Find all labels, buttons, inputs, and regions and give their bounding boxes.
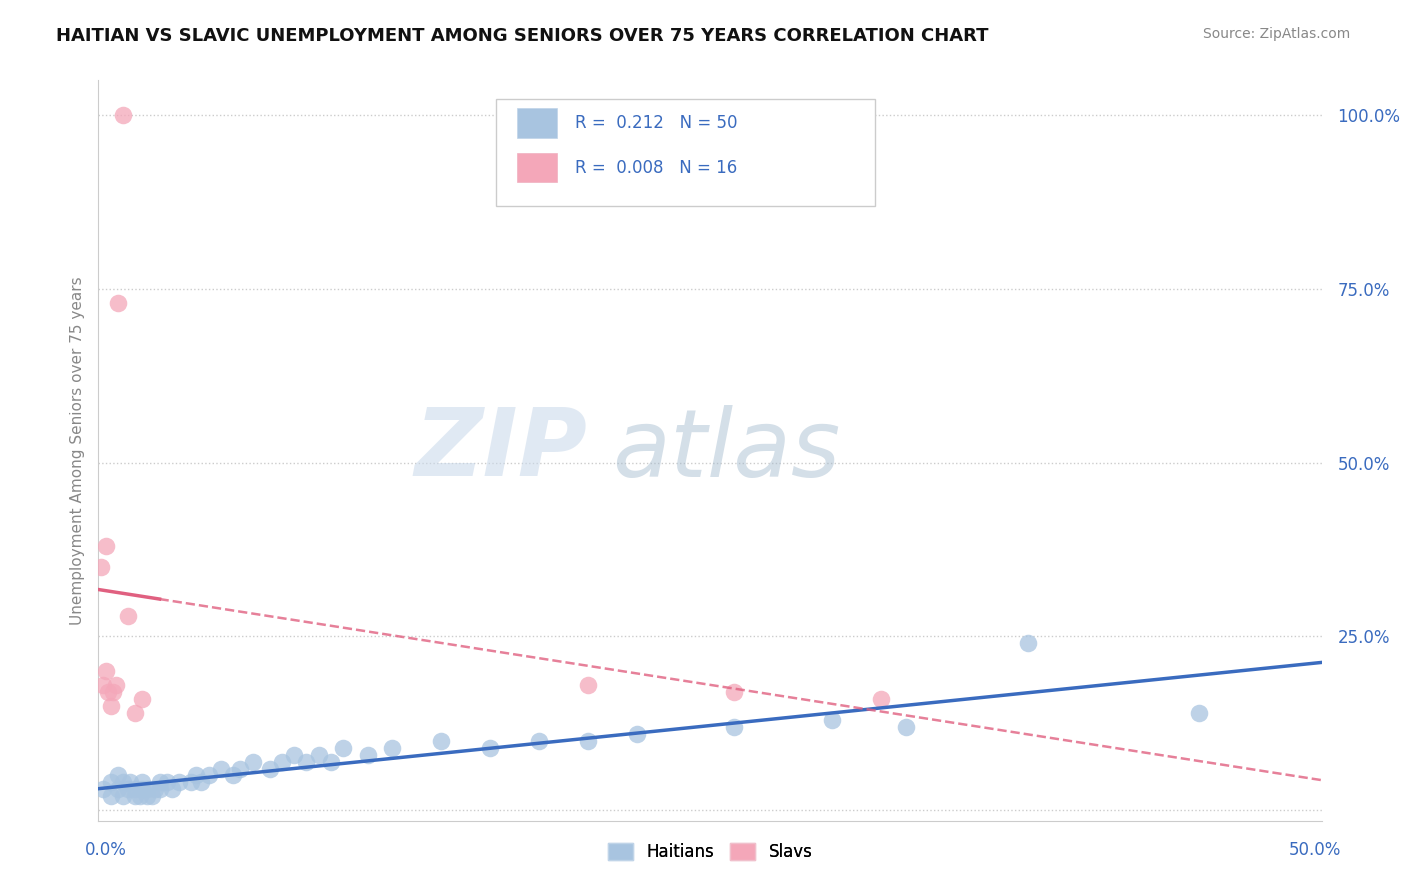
Point	[156, 775, 179, 789]
Point	[332, 740, 354, 755]
Point	[107, 782, 129, 797]
Point	[91, 678, 114, 692]
Point	[167, 775, 190, 789]
Point	[111, 775, 134, 789]
Point	[283, 747, 305, 762]
Point	[136, 782, 159, 797]
Point	[94, 539, 117, 553]
Point	[111, 108, 134, 122]
Point	[197, 768, 219, 782]
Point	[149, 782, 172, 797]
Point	[100, 698, 122, 713]
Point	[870, 692, 893, 706]
Point	[90, 560, 112, 574]
Point	[821, 713, 844, 727]
Text: 0.0%: 0.0%	[84, 840, 127, 858]
Point	[136, 789, 159, 804]
Point	[723, 720, 745, 734]
Point	[356, 747, 378, 762]
Point	[131, 775, 153, 789]
Legend: Haitians, Slavs: Haitians, Slavs	[600, 837, 820, 868]
Point	[100, 789, 122, 804]
Point	[190, 775, 212, 789]
Text: 50.0%: 50.0%	[1288, 840, 1341, 858]
Point	[129, 789, 152, 804]
Point	[94, 664, 117, 678]
Point	[124, 782, 146, 797]
Point	[222, 768, 245, 782]
Point	[124, 789, 146, 804]
Point	[131, 692, 153, 706]
Point	[143, 782, 166, 797]
Point	[381, 740, 404, 755]
Point	[160, 782, 183, 797]
Point	[104, 678, 127, 692]
Point	[723, 685, 745, 699]
Point	[141, 789, 163, 804]
Point	[101, 685, 124, 699]
Point	[91, 782, 114, 797]
Point	[186, 768, 208, 782]
Point	[626, 727, 648, 741]
Point	[97, 685, 120, 699]
Y-axis label: Unemployment Among Seniors over 75 years: Unemployment Among Seniors over 75 years	[69, 277, 84, 624]
Point	[894, 720, 917, 734]
Point	[107, 768, 129, 782]
Point	[111, 789, 134, 804]
Point	[124, 706, 146, 720]
Point	[319, 755, 342, 769]
Point	[270, 755, 294, 769]
Point	[100, 775, 122, 789]
Point	[1017, 636, 1039, 650]
Text: R =  0.008   N = 16: R = 0.008 N = 16	[575, 159, 738, 177]
Point	[576, 678, 599, 692]
Point	[209, 762, 232, 776]
Point	[259, 762, 281, 776]
Point	[308, 747, 330, 762]
Point	[229, 762, 252, 776]
Point	[430, 733, 453, 747]
Point	[295, 755, 318, 769]
Point	[576, 733, 599, 747]
Text: atlas: atlas	[612, 405, 841, 496]
Text: HAITIAN VS SLAVIC UNEMPLOYMENT AMONG SENIORS OVER 75 YEARS CORRELATION CHART: HAITIAN VS SLAVIC UNEMPLOYMENT AMONG SEN…	[56, 27, 988, 45]
Point	[527, 733, 550, 747]
Text: ZIP: ZIP	[415, 404, 588, 497]
Point	[478, 740, 501, 755]
Point	[131, 782, 153, 797]
Point	[149, 775, 172, 789]
Point	[1188, 706, 1211, 720]
Text: Source: ZipAtlas.com: Source: ZipAtlas.com	[1202, 27, 1350, 41]
Point	[180, 775, 202, 789]
Point	[117, 782, 139, 797]
Point	[117, 608, 139, 623]
Text: R =  0.212   N = 50: R = 0.212 N = 50	[575, 114, 738, 132]
Bar	[517, 109, 557, 138]
Point	[242, 755, 264, 769]
Bar	[517, 153, 557, 183]
Point	[107, 295, 129, 310]
Point	[120, 775, 142, 789]
FancyBboxPatch shape	[496, 99, 875, 206]
